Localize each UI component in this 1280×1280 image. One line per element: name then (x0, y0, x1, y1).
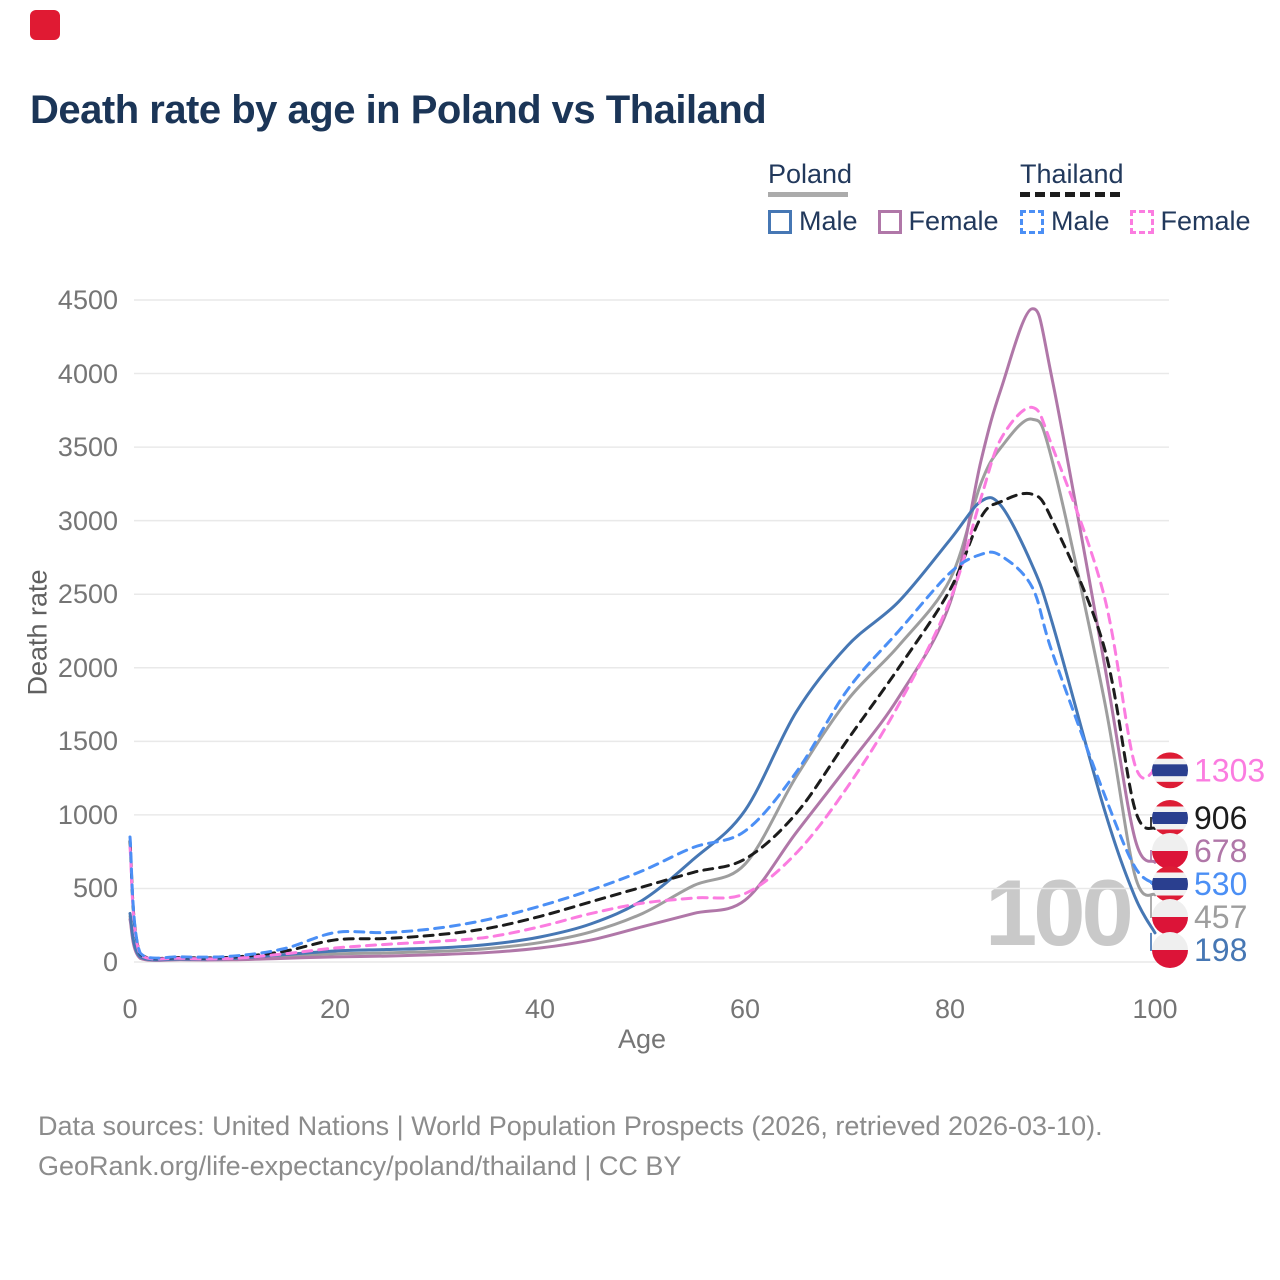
y-tick-label: 1000 (57, 799, 118, 830)
y-tick-label: 1500 (57, 726, 118, 757)
legend-country-label: Poland (768, 159, 853, 189)
thailand-flag-icon (1152, 800, 1188, 836)
y-tick-label: 4500 (57, 285, 118, 315)
thailand-female-swatch-icon (1129, 209, 1154, 234)
end-value-label: 457 (1194, 899, 1247, 935)
end-value-label: 198 (1194, 932, 1247, 968)
age-counter-watermark: 100 (985, 860, 1134, 965)
page-title: Death rate by age in Poland vs Thailand (30, 88, 767, 132)
end-value-label: 678 (1194, 833, 1247, 869)
y-tick-label: 0 (102, 947, 118, 977)
y-axis-title: Death rate (22, 569, 53, 696)
x-tick-label: 60 (729, 994, 761, 1024)
poland-flag-icon (1152, 899, 1188, 935)
poland-female-swatch-icon (877, 209, 902, 234)
legend-group-poland: Poland Male Female (768, 160, 1019, 237)
chart-legend: Poland Male Female Thailand Male (768, 160, 1280, 240)
legend-item-label: Male (1051, 206, 1110, 237)
legend-item-thailand-male[interactable]: Male (1020, 206, 1110, 237)
series-line-thailand-male (128, 550, 1157, 960)
x-tick-label: 0 (122, 994, 138, 1024)
end-value-label: 1303 (1194, 752, 1265, 788)
poland-line-style-swatch (768, 192, 848, 198)
legend-item-poland-female[interactable]: Female (877, 206, 999, 237)
legend-country-label: Thailand (1020, 159, 1124, 189)
x-tick-label: 20 (319, 994, 351, 1024)
x-axis-title: Age (617, 1024, 667, 1054)
legend-group-thailand: Thailand Male Female (1020, 160, 1271, 237)
series-line-poland-male (128, 496, 1157, 962)
poland-flag-icon (1152, 833, 1188, 869)
end-value-label: 906 (1194, 800, 1247, 836)
series-line-thailand-female (128, 405, 1157, 961)
poland-flag-icon (1152, 932, 1188, 968)
data-sources-line: Data sources: United Nations | World Pop… (38, 1111, 1103, 1141)
x-tick-label: 100 (1132, 994, 1178, 1024)
y-tick-label: 2000 (57, 652, 118, 683)
end-value-label: 530 (1194, 866, 1247, 902)
thailand-flag-icon (1152, 866, 1188, 902)
thailand-flag-icon (1152, 752, 1188, 789)
license-line: GeoRank.org/life-expectancy/poland/thail… (38, 1151, 682, 1181)
legend-item-label: Female (1160, 206, 1251, 237)
series-line-thailand-both (128, 491, 1157, 961)
x-tick-label: 80 (934, 994, 966, 1024)
y-tick-label: 2500 (57, 579, 118, 610)
series-line-poland-female (128, 307, 1157, 962)
y-tick-label: 4000 (57, 358, 118, 389)
y-tick-label: 3500 (57, 432, 118, 463)
legend-item-thailand-female[interactable]: Female (1129, 206, 1251, 237)
thailand-male-swatch-icon (1020, 209, 1044, 234)
x-tick-label: 40 (524, 994, 556, 1024)
y-tick-label: 500 (72, 873, 118, 904)
thailand-line-style-swatch (1020, 192, 1120, 198)
poland-male-swatch-icon (768, 209, 792, 234)
legend-item-poland-male[interactable]: Male (768, 206, 858, 237)
legend-item-label: Female (908, 206, 999, 237)
source-attribution: Data sources: United Nations | World Pop… (38, 1106, 1103, 1186)
legend-item-label: Male (799, 206, 858, 237)
recording-indicator-icon (30, 10, 60, 40)
y-tick-label: 3000 (57, 505, 118, 536)
